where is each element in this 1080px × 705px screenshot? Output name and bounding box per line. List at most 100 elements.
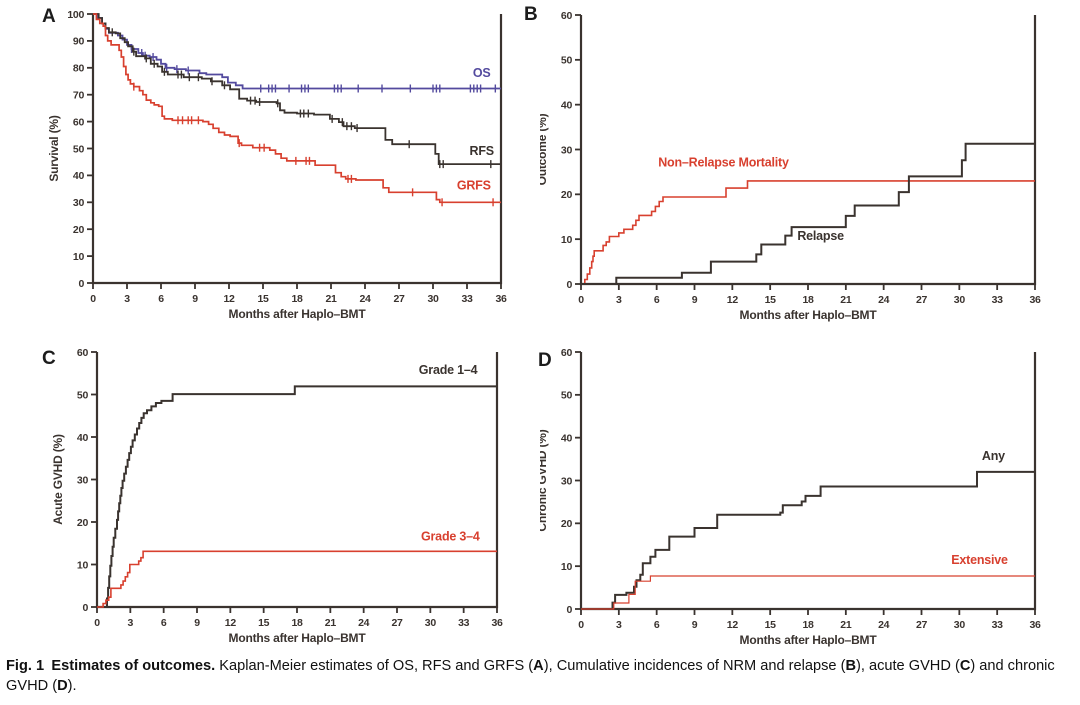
panel-letter-a: A [42, 6, 56, 27]
x-tick-label: 21 [840, 294, 852, 306]
caption-bold-segment: D [57, 678, 68, 695]
panel-letter-b: B [524, 4, 538, 25]
y-tick-label: 40 [561, 432, 573, 444]
x-tick-label: 27 [916, 294, 928, 306]
x-tick-label: 18 [802, 619, 814, 631]
series-any-label: Any [982, 449, 1005, 463]
x-tick-label: 33 [458, 617, 470, 629]
x-tick-label: 30 [427, 293, 439, 305]
y-axis-title: Acute GVHD (%) [51, 434, 65, 525]
series-non-relapse-mortality-line [581, 180, 1035, 285]
x-axis-title: Months after Haplo–BMT [740, 633, 878, 647]
x-tick-label: 9 [194, 617, 200, 629]
y-axis-ticks: 0 10 20 30 40 50 60 [561, 347, 581, 616]
x-tick-label: 33 [992, 619, 1004, 631]
series-extensive-line [581, 575, 1035, 610]
series-os-line [93, 13, 501, 90]
y-axis-title: Outcome (%) [540, 113, 549, 185]
y-axis-ticks: 0 10 20 30 40 50 60 [561, 10, 581, 291]
x-tick-label: 0 [94, 617, 100, 629]
caption-bold-segment: A [533, 658, 544, 674]
x-tick-label: 21 [325, 617, 337, 629]
y-tick-label: 50 [561, 390, 573, 402]
y-tick-label: 30 [73, 197, 85, 209]
caption-text-segment: Kaplan-Meier estimates of OS, RFS and GR… [215, 658, 534, 674]
panel-letter-c: C [42, 348, 56, 369]
x-tick-label: 30 [954, 294, 966, 306]
y-tick-label: 30 [561, 475, 573, 487]
x-tick-label: 33 [992, 294, 1004, 306]
y-tick-label: 50 [77, 389, 89, 401]
x-tick-label: 12 [225, 617, 237, 629]
x-tick-label: 30 [425, 617, 437, 629]
x-tick-label: 15 [258, 617, 270, 629]
x-tick-label: 24 [878, 294, 890, 306]
caption-bold-segment: Estimates of outcomes. [51, 658, 216, 674]
x-tick-label: 15 [765, 619, 777, 631]
figure-caption: Fig. 1 Estimates of outcomes. Kaplan-Mei… [6, 656, 1074, 697]
series-grade-3-4-line [97, 550, 497, 608]
series-non-relapse-mortality-label: Non–Relapse Mortality [658, 156, 789, 170]
y-axis-ticks: 0 10 20 30 40 50 60 70 80 90 100 [67, 9, 93, 290]
x-tick-label: 6 [654, 294, 660, 306]
y-tick-label: 70 [73, 90, 85, 102]
x-tick-label: 27 [393, 293, 405, 305]
x-tick-label: 6 [654, 619, 660, 631]
x-tick-label: 3 [616, 294, 622, 306]
x-tick-label: 15 [765, 294, 777, 306]
x-axis-ticks: 0 3 6 9 12 15 18 21 24 27 30 33 36 [90, 283, 507, 305]
caption-text-segment: ) and chronic GVHD ( [6, 658, 1055, 695]
y-tick-label: 10 [73, 251, 85, 263]
x-tick-label: 6 [161, 617, 167, 629]
series-grfs-line [93, 13, 501, 204]
x-tick-label: 3 [616, 619, 622, 631]
y-tick-label: 20 [77, 517, 89, 529]
panel-letter-d: D [538, 350, 552, 371]
y-tick-label: 30 [77, 474, 89, 486]
series-grade-3-4-label: Grade 3–4 [421, 530, 480, 544]
y-tick-label: 40 [561, 99, 573, 111]
x-tick-label: 36 [495, 293, 507, 305]
x-tick-label: 9 [192, 293, 198, 305]
y-tick-label: 30 [561, 144, 573, 156]
y-tick-label: 60 [561, 10, 573, 22]
y-tick-label: 10 [561, 561, 573, 573]
x-tick-label: 24 [359, 293, 371, 305]
y-tick-label: 80 [73, 63, 85, 75]
y-tick-label: 20 [561, 189, 573, 201]
x-tick-label: 36 [1029, 294, 1041, 306]
x-tick-label: 0 [578, 619, 584, 631]
x-tick-label: 36 [1029, 619, 1041, 631]
y-tick-label: 10 [77, 559, 89, 571]
y-tick-label: 100 [67, 9, 84, 21]
x-tick-label: 9 [692, 619, 698, 631]
y-tick-label: 90 [73, 36, 85, 48]
y-tick-label: 0 [566, 604, 572, 616]
series-grfs-label: GRFS [457, 178, 491, 192]
y-tick-label: 10 [561, 234, 573, 246]
y-tick-label: 60 [77, 347, 89, 359]
x-tick-label: 21 [325, 293, 337, 305]
caption-bold-segment: B [845, 658, 856, 674]
x-tick-label: 36 [491, 617, 503, 629]
y-tick-label: 60 [561, 347, 573, 359]
axis-frame [579, 352, 1037, 611]
caption-text-segment: ). [67, 678, 77, 695]
x-tick-label: 18 [802, 294, 814, 306]
y-tick-label: 0 [566, 279, 572, 291]
x-axis-ticks: 0 3 6 9 12 15 18 21 24 27 30 33 36 [94, 607, 503, 629]
y-tick-label: 0 [78, 278, 84, 290]
axis-frame [579, 15, 1037, 286]
x-axis-ticks: 0 3 6 9 12 15 18 21 24 27 30 33 36 [578, 284, 1041, 306]
y-tick-label: 50 [561, 55, 573, 67]
series-any-line [581, 470, 1035, 610]
caption-bold-segment: Fig. 1 [6, 658, 45, 674]
x-tick-label: 24 [878, 619, 890, 631]
x-tick-label: 15 [257, 293, 269, 305]
series-grade-1-4-label: Grade 1–4 [419, 363, 478, 377]
y-tick-label: 40 [77, 432, 89, 444]
